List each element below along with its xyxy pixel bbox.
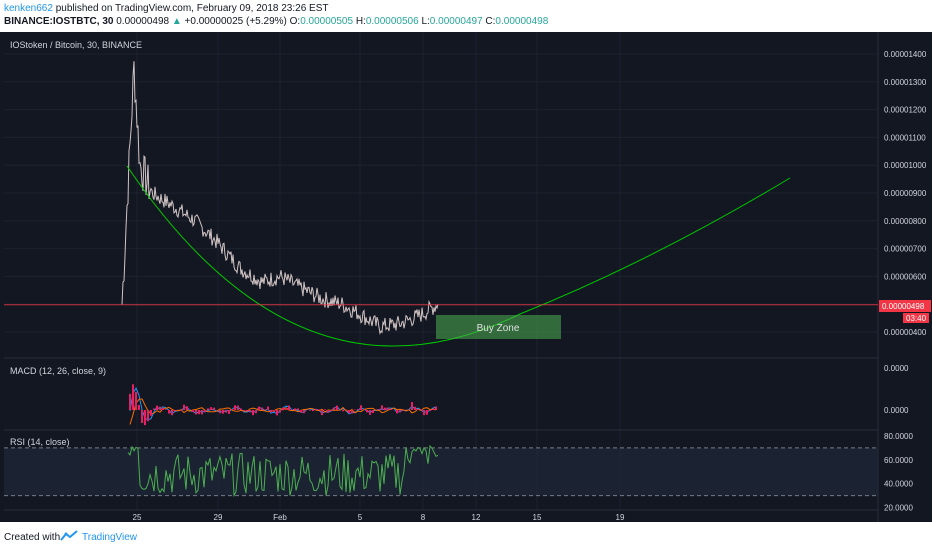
close-label: C: <box>485 16 496 27</box>
price-axis-ticks: 0.00001400 0.00001300 0.00001200 0.00001100… <box>884 50 927 513</box>
published-text: published on TradingView.com, February 0… <box>52 3 329 14</box>
price-tick-label: 0.00000600 <box>884 272 927 281</box>
price-series <box>121 61 439 336</box>
open-value: 0.00000505 <box>300 16 354 27</box>
change-value: +0.00000025 (+5.29%) <box>184 16 287 27</box>
tradingview-brand[interactable]: TradingView <box>82 532 138 543</box>
symbol-label: BINANCE:IOSTBTC, 30 <box>4 16 114 27</box>
created-with-label: Created with <box>4 532 61 543</box>
time-tick-label: 5 <box>358 513 363 522</box>
last-price: 0.00000498 <box>116 16 170 27</box>
rsi-tick-label: 20.0000 <box>884 504 913 513</box>
time-tick-label: 12 <box>472 513 481 522</box>
open-label: O: <box>289 16 301 27</box>
rsi-tick-label: 60.0000 <box>884 456 913 465</box>
chart-area[interactable]: Buy Zone IOStoken / Bitcoin, 30, BINANCE… <box>0 32 932 522</box>
chart-svg[interactable]: Buy Zone IOStoken / Bitcoin, 30, BINANCE… <box>0 32 932 522</box>
ohlc-line: BINANCE:IOSTBTC, 30 0.00000498 ▲ +0.0000… <box>4 16 548 27</box>
time-tick-label: 25 <box>133 513 142 522</box>
rsi-panel-title: RSI (14, close) <box>10 437 70 447</box>
author-link[interactable]: kenken662 <box>4 3 53 14</box>
rsi-tick-label: 40.0000 <box>884 480 913 489</box>
buy-zone-label: Buy Zone <box>477 323 520 334</box>
countdown-badge <box>903 313 929 323</box>
price-tick-label: 0.00000800 <box>884 217 927 226</box>
last-price-badge-text: 0.00000498 <box>882 302 925 311</box>
price-tick-label: 0.00000700 <box>884 245 927 254</box>
time-axis-ticks: 25 29 Feb 5 8 12 15 19 <box>133 513 625 522</box>
change-arrow-icon: ▲ <box>171 16 182 27</box>
macd-panel-title: MACD (12, 26, close, 9) <box>10 366 106 376</box>
rsi-band <box>4 447 878 496</box>
high-value: 0.00000506 <box>365 16 419 27</box>
publish-line: kenken662 published on TradingView.com, … <box>4 3 328 14</box>
price-tick-label: 0.00001300 <box>884 78 927 87</box>
price-tick-label: 0.00001100 <box>884 133 926 142</box>
price-tick-label: 0.00000900 <box>884 189 927 198</box>
price-tick-label: 0.00000400 <box>884 328 927 337</box>
chart-header: kenken662 published on TradingView.com, … <box>0 0 932 32</box>
countdown-text: 03:40 <box>906 314 927 323</box>
price-tick-label: 0.00001000 <box>884 161 927 170</box>
tradingview-logo-icon[interactable] <box>60 530 78 545</box>
time-tick-label: 19 <box>616 513 625 522</box>
time-tick-label: 29 <box>214 513 223 522</box>
last-price-badge <box>879 300 931 312</box>
macd-tick-bottom: 0.0000 <box>884 406 909 415</box>
low-label: L: <box>421 16 430 27</box>
rsi-tick-label: 80.0000 <box>884 432 913 441</box>
main-panel-title: IOStoken / Bitcoin, 30, BINANCE <box>10 40 142 50</box>
close-value: 0.00000498 <box>495 16 549 27</box>
price-tick-label: 0.00001400 <box>884 50 927 59</box>
time-tick-label: 8 <box>421 513 426 522</box>
macd-histogram <box>129 384 437 426</box>
macd-line <box>129 386 437 421</box>
low-value: 0.00000497 <box>429 16 483 27</box>
grid-lines <box>4 32 878 510</box>
time-tick-label: Feb <box>273 513 287 522</box>
buy-zone-box[interactable] <box>436 315 561 339</box>
price-tick-label: 0.00001200 <box>884 106 927 115</box>
macd-tick-top: 0.0000 <box>884 364 909 373</box>
time-tick-label: 15 <box>533 513 542 522</box>
footer: Created with TradingView <box>0 522 932 550</box>
high-label: H: <box>355 16 366 27</box>
rsi-line <box>127 444 439 498</box>
